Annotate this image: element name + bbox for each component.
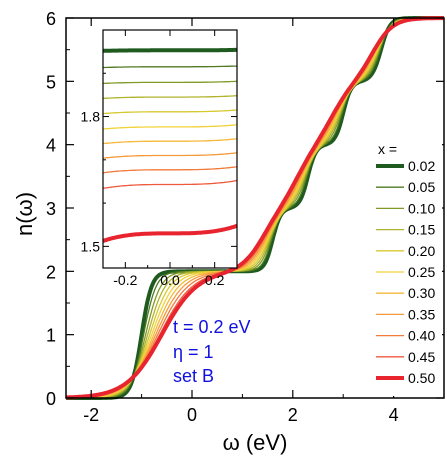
inset-series-line-0.02 [103,47,237,53]
x-tick-label: 2 [288,405,298,425]
annotation-t: t = 0.2 eV [173,317,251,337]
legend-background [370,138,442,396]
legend-label-0.35: 0.35 [408,306,435,322]
legend-label-0.05: 0.05 [408,179,435,195]
inset-series-line-0.50 [102,223,238,243]
series-line-0.02 [65,16,445,400]
x-tick-label: -2 [83,405,99,425]
legend-label-0.20: 0.20 [408,243,435,259]
legend-label-0.25: 0.25 [408,264,435,280]
annotation-set: set B [173,366,214,386]
inset-series-line-0.40 [102,166,238,174]
annotation-eta: η = 1 [173,342,214,362]
inset-plot: -0.2 0.0 0.2 1.5 1.8 [81,29,238,288]
inset-y-tick-label: 1.8 [81,109,101,125]
legend-label-0.50: 0.50 [408,370,435,386]
inset-x-tick-label: 0.0 [160,272,180,288]
legend-label-0.10: 0.10 [408,200,435,216]
inset-x-tick-label: 0.2 [205,272,225,288]
y-tick-label: 6 [46,9,56,29]
inset-series-group [102,47,238,243]
annotation-group: t = 0.2 eV η = 1 set B [173,317,251,386]
y-tick-label: 3 [46,199,56,219]
legend-label-0.02: 0.02 [408,158,435,174]
inset-series-line-0.05 [103,65,238,69]
legend-label-0.40: 0.40 [408,328,435,344]
legend-label-0.30: 0.30 [408,285,435,301]
y-tick-label: 4 [46,136,56,156]
inset-series-line-0.25 [102,124,238,130]
inset-series-line-0.20 [102,109,238,115]
y-tick-label: 5 [46,72,56,92]
y-tick-label: 0 [46,389,56,409]
inset-ticks: -0.2 0.0 0.2 1.5 1.8 [81,30,237,288]
legend-title: x = [378,141,397,157]
main-series-group [65,16,445,400]
inset-y-tick-label: 1.5 [81,238,101,254]
inset-series-line-0.15 [103,95,238,100]
x-axis-label: ω (eV) [223,430,288,455]
series-line-0.50 [65,16,445,400]
legend: x = 0.02 0.05 0.10 0.15 0.20 0.25 0.30 0.35 0.40… [370,138,442,396]
inset-series-line-0.30 [102,138,238,145]
inset-series-line-0.45 [102,179,238,190]
x-tick-label: 0 [187,405,197,425]
inset-x-tick-label: -0.2 [113,272,137,288]
y-axis-label: n(ω) [12,192,37,236]
inset-background [103,30,237,268]
y-tick-label: 2 [46,262,56,282]
inset-series-line-0.35 [102,152,238,159]
inset-series-line-0.10 [103,80,238,85]
legend-label-0.45: 0.45 [408,349,435,365]
x-tick-label: 4 [389,405,399,425]
y-tick-label: 1 [46,326,56,346]
legend-label-0.15: 0.15 [408,222,435,238]
